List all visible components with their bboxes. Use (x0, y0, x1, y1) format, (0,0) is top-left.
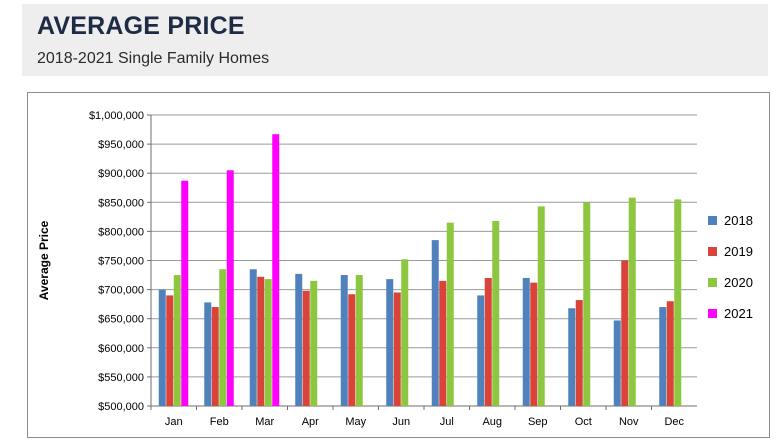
legend-swatch-2021 (708, 309, 717, 318)
x-tick-label: Sep (528, 416, 548, 428)
y-tick-label: $750,000 (98, 256, 144, 268)
chart-frame: $500,000 $550,000 $600,000 $650,000 $700,000… (27, 92, 770, 438)
bar-2020-apr (310, 280, 318, 406)
bar-2021-jan (181, 180, 189, 406)
bar-2018-sep (522, 277, 530, 406)
bar-2019-may (348, 294, 356, 406)
bar-2018-oct (568, 308, 576, 406)
legend-label-2019: 2019 (724, 244, 753, 259)
x-tick-label: Aug (482, 416, 502, 428)
y-tick-label: $950,000 (98, 139, 144, 151)
bar-2020-may (355, 275, 363, 406)
bar-2019-oct (575, 300, 583, 406)
bar-2018-dec (659, 307, 667, 406)
y-tick-label: $900,000 (98, 168, 144, 180)
bar-2020-mar (264, 279, 272, 406)
legend-swatch-2019 (708, 247, 717, 256)
y-tick-label: $850,000 (98, 197, 144, 209)
x-tick-label: Dec (664, 416, 684, 428)
bar-2019-mar (257, 276, 265, 406)
y-tick-label: $600,000 (98, 343, 144, 355)
x-tick-label: Apr (302, 416, 319, 428)
y-tick-label: $500,000 (98, 401, 144, 413)
bar-2018-nov (613, 320, 621, 406)
bar-2019-jul (439, 280, 447, 406)
bar-2018-mar (249, 269, 257, 406)
bar-2020-nov (628, 197, 636, 406)
x-tick-label: Jul (440, 416, 454, 428)
x-tick-label: Feb (210, 416, 229, 428)
y-tick-label: $800,000 (98, 226, 144, 238)
bar-2018-feb (204, 302, 212, 406)
y-axis-title: Average Price (37, 220, 51, 300)
page-subtitle: 2018-2021 Single Family Homes (37, 50, 270, 67)
average-price-chart: $500,000 $550,000 $600,000 $650,000 $700,000… (37, 110, 753, 428)
page-title: AVERAGE PRICE (37, 12, 245, 40)
x-tick-label: Jan (165, 416, 183, 428)
bar-2020-oct (583, 202, 591, 406)
bar-2021-mar (272, 134, 280, 406)
x-tick-label: Mar (255, 416, 274, 428)
y-tick-label: $650,000 (98, 314, 144, 326)
bar-2018-jul (431, 240, 439, 406)
bar-2019-apr (302, 290, 310, 406)
x-tick-label: Nov (619, 416, 639, 428)
x-tick-label: Oct (575, 416, 592, 428)
bar-2020-aug (492, 220, 500, 406)
bar-2018-aug (477, 295, 485, 406)
bar-2020-sep (537, 206, 545, 406)
y-tick-label: $1,000,000 (89, 110, 144, 122)
bar-2019-jan (166, 295, 174, 406)
header-banner: AVERAGE PRICE 2018-2021 Single Family Ho… (22, 4, 768, 76)
bar-2020-dec (674, 199, 682, 406)
legend-swatch-2020 (708, 278, 717, 287)
legend-label-2021: 2021 (724, 306, 753, 321)
bar-2019-sep (530, 282, 538, 406)
bar-2021-feb (226, 170, 234, 406)
x-tick-label: Jun (392, 416, 410, 428)
y-tick-label: $550,000 (98, 372, 144, 384)
bar-2018-jan (158, 289, 166, 406)
legend-label-2018: 2018 (724, 213, 753, 228)
y-tick-label: $700,000 (98, 285, 144, 297)
bar-2020-feb (219, 269, 227, 406)
bar-2019-jun (393, 292, 401, 406)
bar-2020-jul (446, 222, 454, 406)
legend-label-2020: 2020 (724, 275, 753, 290)
bar-2019-aug (484, 277, 492, 406)
bar-2019-dec (666, 301, 674, 406)
x-tick-label: May (345, 416, 366, 428)
bar-2018-may (340, 275, 348, 406)
bar-2018-apr (295, 273, 303, 406)
bar-2019-nov (621, 260, 629, 406)
legend-swatch-2018 (708, 216, 717, 225)
bar-2020-jun (401, 259, 409, 406)
bar-2020-jan (173, 275, 181, 406)
bar-2019-feb (211, 307, 219, 406)
bar-2018-jun (386, 279, 394, 406)
